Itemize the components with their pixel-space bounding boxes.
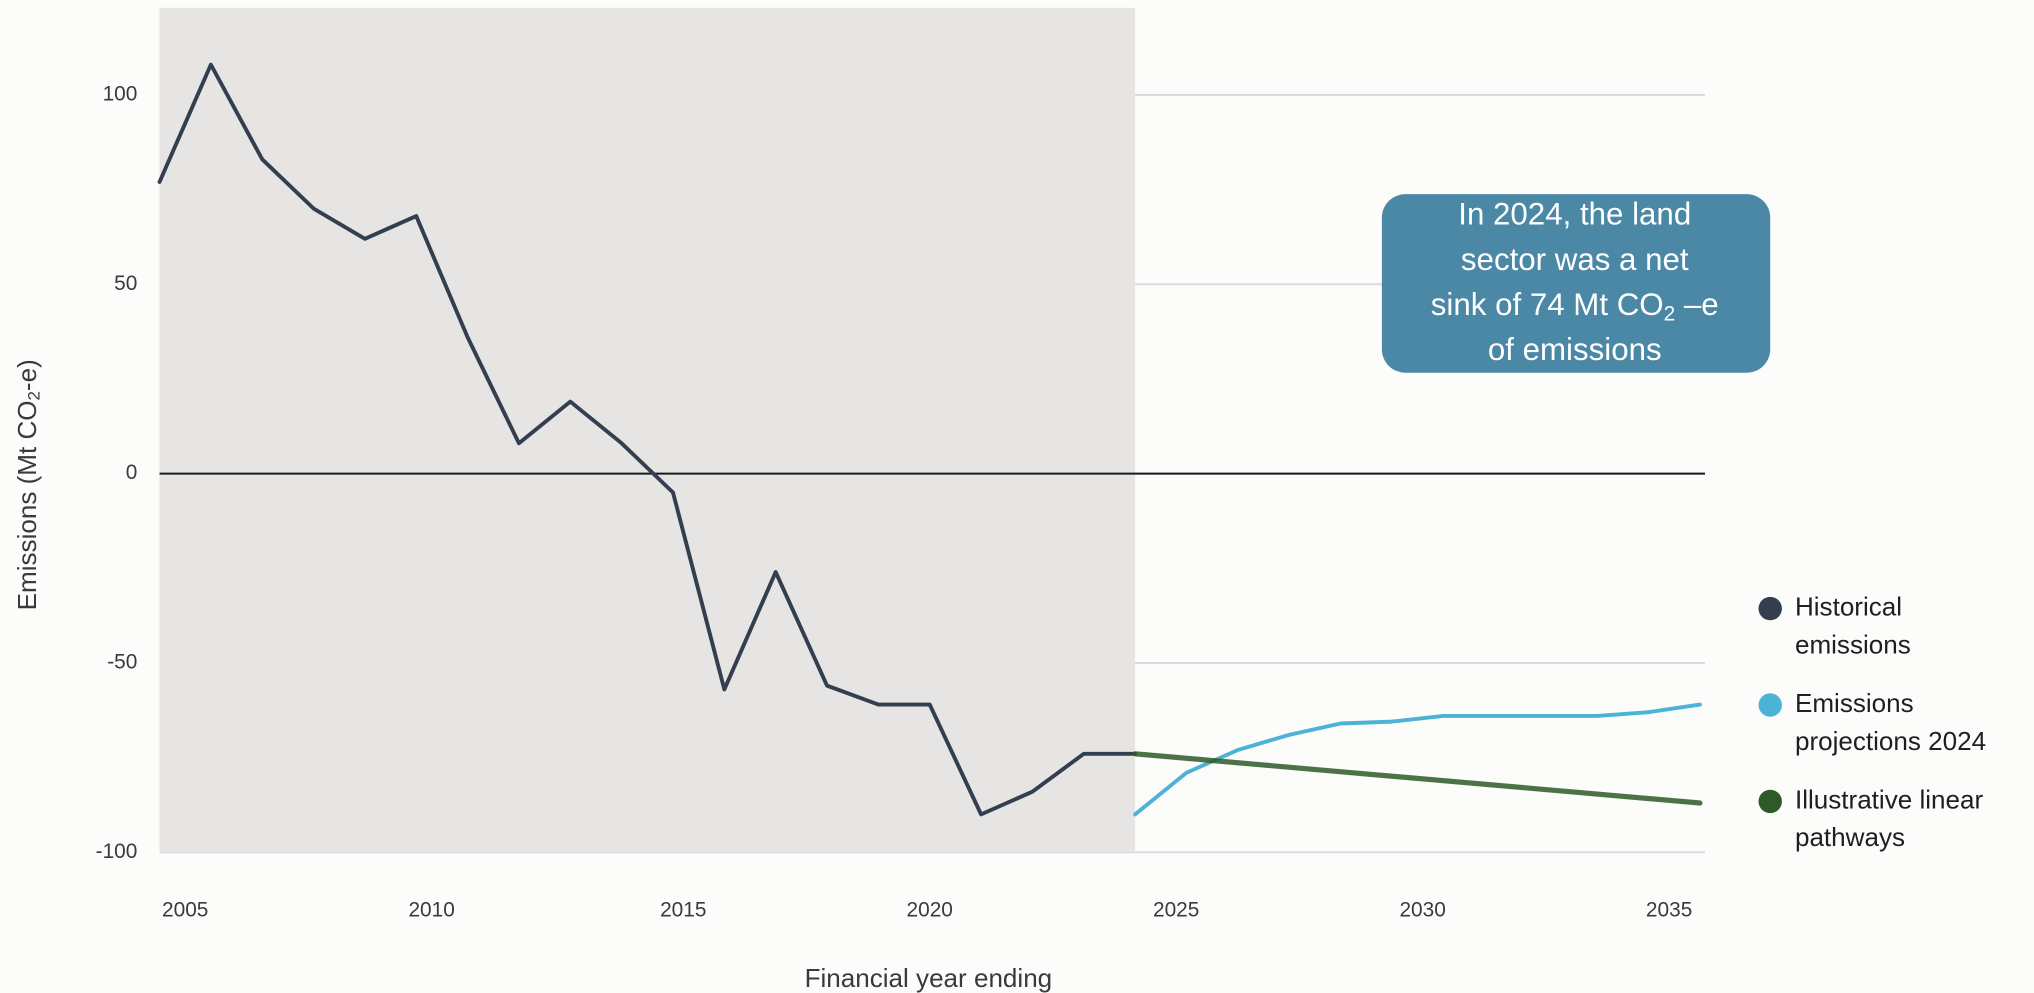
- series-line: [157, 62, 1138, 817]
- legend-label: Illustrative linear pathways: [1795, 784, 1984, 852]
- legend-marker: [1758, 596, 1782, 621]
- y-axis-title-sub: 2: [25, 391, 44, 400]
- y-tick-label: 0: [126, 461, 138, 484]
- y-axis-title-text: Emissions (Mt CO: [12, 400, 42, 610]
- y-tick-label: 100: [103, 82, 138, 105]
- annotation-text: of emissions: [1488, 332, 1662, 367]
- historical-shade: [159, 7, 1136, 853]
- annotation-text-tail: –e: [1675, 287, 1718, 322]
- x-tick-label: 2035: [1646, 898, 1692, 921]
- annotation-text: In 2024, the land: [1458, 197, 1691, 232]
- legend-marker: [1758, 693, 1782, 717]
- legend-label: Emissions projections 2024: [1795, 688, 1986, 756]
- legend-label-line: pathways: [1795, 822, 1905, 852]
- legend-marker: [1758, 789, 1782, 814]
- y-axis-title-tail: -e): [12, 359, 42, 391]
- series-line: [1133, 702, 1702, 817]
- x-axis-title: Financial year ending: [805, 963, 1053, 993]
- y-tick-label: 50: [114, 272, 137, 295]
- annotation-text: sink of 74 Mt CO2 –e: [1431, 287, 1719, 325]
- x-tick-label: 2005: [162, 898, 208, 921]
- legend-label-line: projections 2024: [1795, 726, 1986, 756]
- annotation-text-part: sink of 74 Mt CO: [1431, 287, 1664, 322]
- x-tick-label: 2025: [1153, 898, 1199, 921]
- x-tick-label: 2015: [660, 898, 706, 921]
- legend-label-line: Historical: [1795, 591, 1902, 621]
- x-tick-label: 2010: [408, 898, 454, 921]
- y-tick-label: -50: [107, 650, 137, 673]
- legend-label-line: emissions: [1795, 629, 1911, 659]
- x-tick-label: 2020: [907, 898, 953, 921]
- legend-label-line: Emissions: [1795, 688, 1914, 718]
- y-axis-title: Emissions (Mt CO2-e): [12, 359, 44, 610]
- annotation-box: [1381, 194, 1771, 373]
- annotation-text: sector was a net: [1461, 242, 1689, 277]
- legend-label-line: Illustrative linear: [1795, 784, 1984, 814]
- series-line: [1132, 751, 1703, 806]
- legend-label: Historical emissions: [1795, 591, 1911, 659]
- y-tick-label: -100: [96, 840, 138, 863]
- annotation-text-sub: 2: [1664, 302, 1676, 325]
- x-tick-label: 2030: [1399, 898, 1445, 921]
